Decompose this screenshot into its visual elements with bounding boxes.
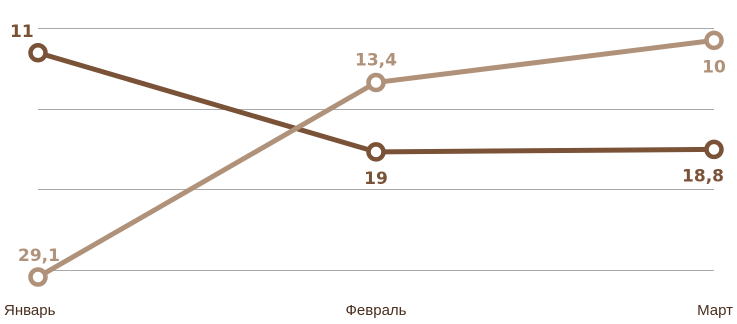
- x-tick-label-feb: Февраль: [346, 302, 407, 319]
- series-group: 11 19 18,8 29,1 13,4 10: [10, 22, 726, 287]
- x-tick-label-jan: Январь: [4, 302, 56, 319]
- series-2-point-2: [366, 72, 386, 93]
- x-axis: Январь Февраль Март: [4, 302, 733, 319]
- series-2-data-label-2: 13,4: [355, 51, 397, 71]
- gridlines: [38, 28, 714, 271]
- series-2: 29,1 13,4 10: [18, 30, 726, 287]
- series-1-point-1: [28, 43, 48, 63]
- series-2-point-1: [28, 267, 48, 287]
- series-1-data-label-2: 19: [364, 169, 388, 189]
- series-1: 11 19 18,8: [10, 22, 724, 189]
- series-2-point-3: [704, 30, 724, 51]
- series-1-point-3: [704, 139, 724, 160]
- series-1-point-2: [366, 142, 386, 162]
- series-1-data-label-1: 11: [10, 22, 34, 42]
- series-1-data-label-3: 18,8: [682, 166, 724, 186]
- x-tick-label-mar: Март: [697, 302, 733, 319]
- series-2-data-label-3: 10: [702, 57, 726, 77]
- series-2-data-label-1: 29,1: [18, 246, 60, 266]
